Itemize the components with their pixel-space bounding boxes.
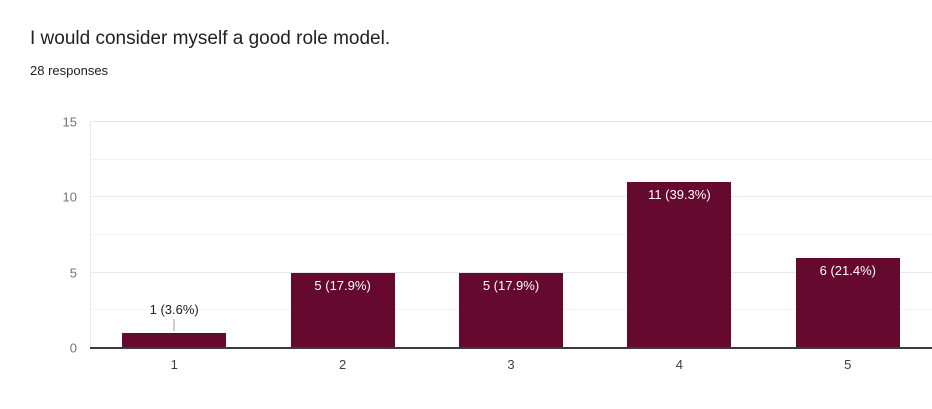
bar-value-label: 5 (17.9%): [482, 277, 540, 293]
y-axis-tick-label: 15: [62, 114, 77, 130]
minor-gridline: [90, 158, 932, 160]
x-axis-tick-label: 5: [844, 357, 852, 372]
bar-chart-plot-area: 1 (3.6%) 5 (17.9%) 5 (17.9%) 11 (39.3%) 6 (2…: [90, 121, 932, 349]
bar[interactable]: [459, 272, 563, 348]
plot-left-edge: [90, 122, 91, 348]
bar[interactable]: [122, 332, 227, 348]
major-gridline: [90, 271, 932, 273]
question-title: I would consider myself a good role mode…: [30, 28, 391, 49]
bar[interactable]: [290, 272, 395, 348]
x-axis-tick-label: 2: [338, 357, 347, 372]
bar[interactable]: [795, 257, 900, 348]
major-gridline: [90, 121, 932, 122]
y-axis-tick-label: 10: [62, 189, 77, 205]
x-axis-tick-label: 1: [170, 357, 178, 372]
x-axis-line: [90, 347, 932, 349]
minor-gridline: [90, 234, 932, 235]
bar-value-label: 1 (3.6%): [149, 301, 199, 317]
bar-value-label: 11 (39.3%): [648, 187, 711, 203]
y-axis-tick-label: 0: [69, 340, 77, 356]
x-axis-tick-label: 3: [507, 357, 515, 372]
y-axis-tick-label: 5: [69, 265, 77, 281]
bar-value-label: 6 (21.4%): [819, 262, 876, 278]
bar[interactable]: [627, 182, 732, 348]
bar-value-label: 5 (17.9%): [314, 277, 371, 293]
major-gridline: [90, 196, 932, 198]
label-connector-line: [173, 318, 175, 331]
x-axis-tick-label: 4: [675, 357, 684, 372]
response-count: 28 responses: [30, 63, 109, 78]
